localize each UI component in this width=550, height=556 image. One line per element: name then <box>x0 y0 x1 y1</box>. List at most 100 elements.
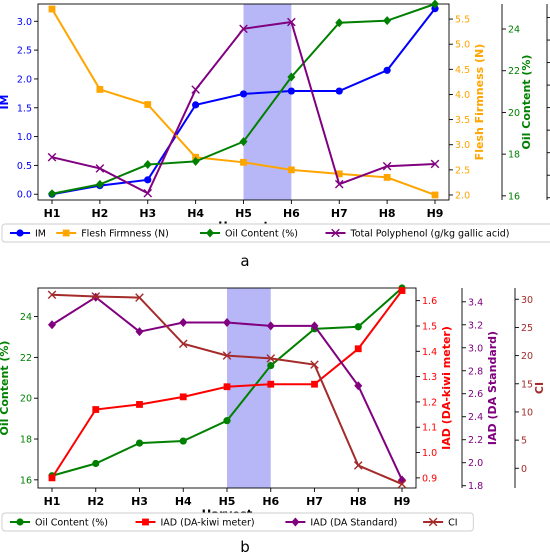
panel-label-b: b <box>240 538 250 556</box>
highlight-band <box>243 4 292 200</box>
data-point <box>135 439 144 447</box>
legend-entry: IAD (DA Standard) <box>310 518 397 529</box>
data-point <box>382 161 392 171</box>
y-tick-label: 1.0 <box>17 132 32 143</box>
x-tick-label: H5 <box>219 495 236 508</box>
data-point <box>135 293 144 302</box>
data-point <box>179 437 187 445</box>
data-point <box>239 24 248 34</box>
y-tick-label: 2.8 <box>468 366 483 377</box>
data-point <box>192 101 200 109</box>
y-tick-label: 24 <box>508 25 520 36</box>
x-tick-label: H9 <box>427 207 444 220</box>
data-point <box>144 101 152 108</box>
y-tick-label: 1.8 <box>468 481 483 492</box>
y-tick-label: 2.5 <box>17 46 32 57</box>
y-tick-label: 1.2 <box>422 397 437 408</box>
y-tick-label: 0.0 <box>17 190 32 201</box>
data-point <box>353 461 363 470</box>
data-point <box>47 152 57 162</box>
y-tick-label: 18 <box>20 435 32 446</box>
y-tick-label: 3.4 <box>468 297 483 308</box>
x-tick-label: H5 <box>235 207 252 220</box>
data-point <box>430 159 440 169</box>
data-point <box>383 16 392 26</box>
data-point <box>354 381 363 391</box>
data-point <box>48 5 56 13</box>
y-tick-label: 1.4 <box>422 347 437 358</box>
x-tick-label: H2 <box>91 207 108 220</box>
y-axis-label: IM <box>0 94 11 109</box>
data-point <box>239 137 248 147</box>
legend-entry: CI <box>448 518 457 529</box>
legend-marker <box>16 229 24 237</box>
y-tick-label: 3.5 <box>455 115 470 126</box>
y-tick-label: 30 <box>521 295 533 306</box>
data-point <box>179 317 188 327</box>
y-tick-label: 1.5 <box>17 103 32 114</box>
y-tick-label: 20 <box>521 351 533 362</box>
data-point <box>223 317 231 327</box>
y-tick-label: 20 <box>20 394 32 405</box>
data-point <box>144 176 152 184</box>
y-tick-label: 4.5 <box>455 65 470 76</box>
y-axis-label: CI <box>533 382 546 394</box>
y-axis-label: Oil Content (%) <box>520 55 533 150</box>
legend-b: Oil Content (%) IAD (DA-kiwi meter) IAD (D… <box>1 512 474 532</box>
x-tick-label: H8 <box>350 495 367 508</box>
legend-entry: Flesh Firmness (N) <box>81 229 169 240</box>
y-tick-label: 1.3 <box>422 372 437 383</box>
data-point <box>354 345 362 353</box>
y-tick-label: 1.6 <box>422 296 437 307</box>
data-point <box>398 287 406 294</box>
data-point <box>240 158 247 166</box>
y-tick-label: 25 <box>521 323 533 334</box>
chart-a: H1H2H3H4H5H6H7H8H9Harvest0.00.51.01.52.0… <box>0 0 550 233</box>
data-point <box>383 66 391 74</box>
y-tick-label: 15 <box>521 379 533 390</box>
y-tick-label: 3.0 <box>455 140 470 151</box>
x-tick-label: H1 <box>44 495 61 508</box>
data-point <box>48 189 56 199</box>
y-tick-label: 5 <box>521 436 527 447</box>
data-point <box>287 72 296 82</box>
y-tick-label: 16 <box>508 191 520 202</box>
y-tick-label: 2.2 <box>468 435 483 446</box>
y-tick-label: 2.4 <box>468 412 483 423</box>
legend-marker <box>291 517 300 527</box>
x-tick-label: H7 <box>306 495 323 508</box>
y-tick-label: 0 <box>521 464 527 475</box>
y-tick-label: 5.5 <box>455 15 470 26</box>
x-tick-label: H3 <box>131 495 148 508</box>
y-tick-label: 22 <box>20 353 32 364</box>
data-point <box>191 156 200 166</box>
legend-marker <box>428 517 438 527</box>
y-tick-label: 10 <box>521 407 533 418</box>
data-point <box>267 380 275 388</box>
data-point <box>223 417 231 425</box>
y-tick-label: 2.5 <box>455 165 470 176</box>
x-tick-label: H9 <box>394 495 411 508</box>
data-point <box>92 406 100 413</box>
x-tick-label: H7 <box>331 207 348 220</box>
y-axis-label: Oil Content (%) <box>0 341 11 436</box>
data-point <box>335 18 344 28</box>
legend-marker <box>62 229 70 237</box>
y-tick-label: 0.5 <box>17 161 32 172</box>
y-tick-label: 24 <box>20 312 32 323</box>
data-point <box>222 351 232 360</box>
y-tick-label: 22 <box>508 66 520 77</box>
data-point <box>311 380 318 388</box>
legend-box <box>1 223 550 243</box>
data-point <box>48 474 56 482</box>
y-axis-label: Flesh Firmness (N) <box>473 44 486 161</box>
legend-marker <box>16 518 24 526</box>
legend-entry: Oil Content (%) <box>225 229 298 240</box>
legend-box <box>1 512 474 532</box>
legend-entry: Oil Content (%) <box>35 518 108 529</box>
data-point <box>310 360 319 369</box>
data-point <box>92 459 100 468</box>
legend-entry: Total Polyphenol (g/kg gallic acid) <box>350 229 510 240</box>
data-point <box>143 160 152 170</box>
data-point <box>48 320 56 330</box>
